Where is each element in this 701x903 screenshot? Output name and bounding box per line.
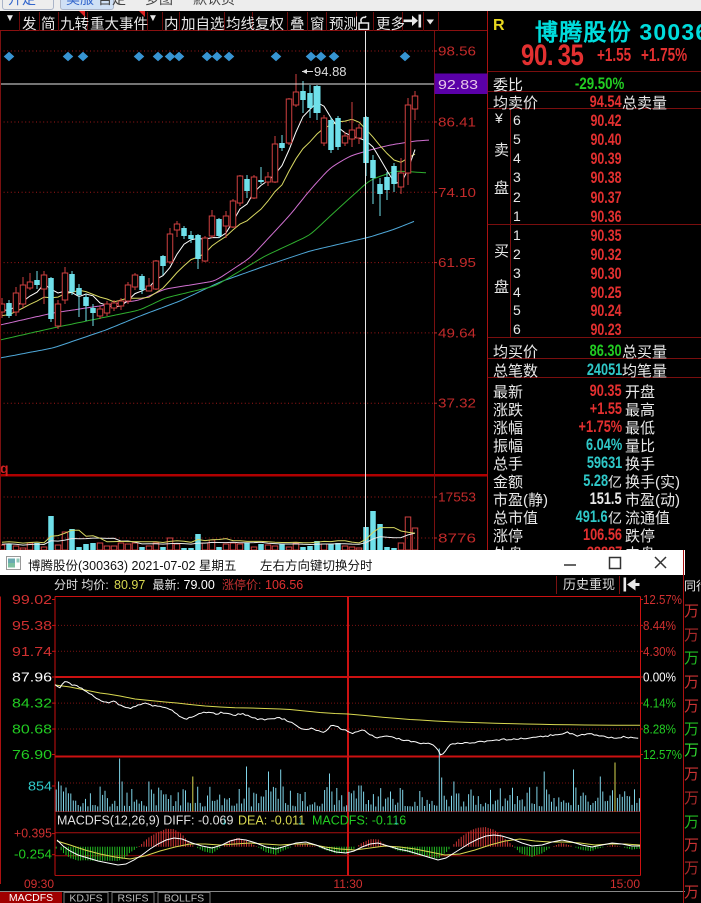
svg-text:BOLLFS: BOLLFS	[164, 893, 204, 903]
svg-text:8.28%: 8.28%	[643, 722, 676, 737]
svg-text:79.00: 79.00	[184, 578, 215, 592]
svg-text:91.74: 91.74	[12, 644, 52, 659]
svg-text:q: q	[0, 460, 9, 476]
svg-text:-0.254: -0.254	[14, 848, 52, 862]
svg-text:80.97: 80.97	[114, 578, 145, 592]
svg-text:MACDFS: -0.116: MACDFS: -0.116	[312, 814, 406, 828]
svg-text:最新:: 最新:	[153, 577, 180, 592]
svg-text:↓: ↓	[221, 814, 227, 828]
svg-text:86.41: 86.41	[438, 116, 476, 130]
svg-text:15:00: 15:00	[610, 877, 640, 891]
svg-text:84.32: 84.32	[12, 696, 52, 711]
svg-text:106.56: 106.56	[265, 578, 303, 592]
svg-text:11:30: 11:30	[333, 877, 362, 891]
svg-text:80.68: 80.68	[12, 722, 52, 737]
svg-text:12.57%: 12.57%	[643, 592, 682, 607]
svg-text:MACDFS(12,26,9) DIFF: -0.069: MACDFS(12,26,9) DIFF: -0.069	[57, 814, 233, 828]
svg-text:4.14%: 4.14%	[643, 696, 676, 711]
svg-text:49.64: 49.64	[438, 326, 476, 340]
svg-text:RSIFS: RSIFS	[118, 893, 149, 903]
svg-text:12.57%: 12.57%	[643, 747, 682, 762]
svg-text:74.10: 74.10	[438, 186, 476, 200]
svg-text:87.96: 87.96	[12, 670, 52, 685]
svg-text:4.30%: 4.30%	[643, 644, 676, 659]
svg-text:0.00%: 0.00%	[643, 670, 676, 685]
svg-text:MACDFS: MACDFS	[9, 892, 53, 903]
svg-text:37.32: 37.32	[438, 397, 476, 411]
svg-text:DEA: -0.011: DEA: -0.011	[238, 814, 305, 828]
svg-text:99.02: 99.02	[12, 592, 52, 607]
svg-text:8.44%: 8.44%	[643, 618, 676, 633]
svg-text:历史重现: 历史重现	[563, 577, 615, 592]
svg-text:↓: ↓	[297, 814, 303, 828]
svg-text:92.83: 92.83	[438, 77, 478, 92]
svg-text:分时 均价:: 分时 均价:	[54, 578, 109, 592]
svg-text:↓: ↓	[393, 814, 399, 828]
svg-text:涨停价:: 涨停价:	[222, 577, 261, 592]
svg-text:94.88: 94.88	[314, 64, 347, 79]
svg-text:61.95: 61.95	[438, 256, 476, 270]
svg-text:09:30: 09:30	[24, 877, 54, 891]
svg-text:17553: 17553	[438, 491, 476, 505]
svg-text:KDJFS: KDJFS	[69, 893, 102, 903]
svg-text:95.38: 95.38	[12, 618, 52, 633]
svg-text:8776: 8776	[438, 532, 476, 546]
svg-text:98.56: 98.56	[438, 45, 476, 59]
svg-text:76.90: 76.90	[12, 747, 52, 762]
svg-text:+0.395: +0.395	[14, 827, 52, 841]
svg-text:854: 854	[28, 779, 52, 794]
